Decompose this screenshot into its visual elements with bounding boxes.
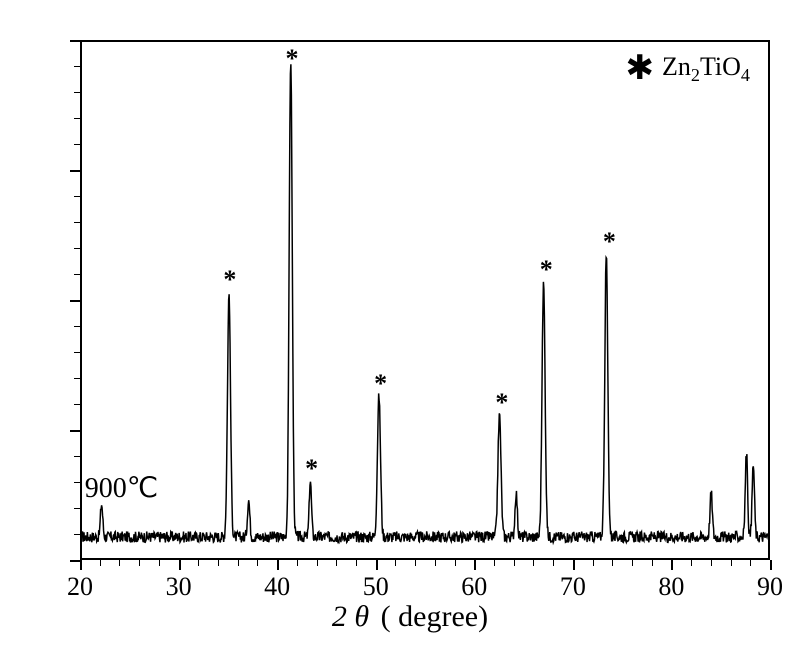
x-tick-minor	[159, 560, 160, 566]
y-tick-minor	[74, 66, 80, 67]
x-tick-minor	[297, 560, 298, 566]
x-tick-minor	[553, 560, 554, 566]
peak-marker-icon: *	[305, 454, 318, 484]
x-axis-ticks: 2030405060708090	[80, 560, 770, 600]
y-tick-minor	[74, 196, 80, 197]
x-tick-label: 40	[264, 572, 290, 602]
legend-marker-icon: ✱	[625, 52, 654, 86]
x-tick-minor	[238, 560, 239, 566]
x-tick-minor	[218, 560, 219, 566]
y-tick-major	[70, 560, 80, 562]
x-tick-minor	[356, 560, 357, 566]
x-tick-label: 60	[461, 572, 487, 602]
spectrum-line	[82, 42, 768, 558]
x-tick-major	[770, 560, 772, 570]
x-tick-label: 30	[166, 572, 192, 602]
x-tick-minor	[100, 560, 101, 566]
y-tick-minor	[74, 378, 80, 379]
x-tick-minor	[119, 560, 120, 566]
x-tick-major	[474, 560, 476, 570]
x-tick-minor	[612, 560, 613, 566]
x-tick-minor	[652, 560, 653, 566]
x-tick-major	[179, 560, 181, 570]
x-tick-label: 70	[560, 572, 586, 602]
x-tick-minor	[593, 560, 594, 566]
y-tick-major	[70, 430, 80, 432]
y-tick-minor	[74, 248, 80, 249]
y-tick-minor	[74, 456, 80, 457]
y-tick-minor	[74, 508, 80, 509]
x-tick-minor	[514, 560, 515, 566]
x-tick-minor	[415, 560, 416, 566]
peak-marker-icon: *	[285, 44, 298, 74]
y-tick-major	[70, 300, 80, 302]
x-tick-minor	[711, 560, 712, 566]
x-tick-minor	[435, 560, 436, 566]
x-axis-label-unit: ( degree)	[381, 600, 488, 633]
peak-marker-icon: *	[495, 388, 508, 418]
x-tick-minor	[257, 560, 258, 566]
y-tick-minor	[74, 534, 80, 535]
x-tick-major	[573, 560, 575, 570]
x-tick-major	[277, 560, 279, 570]
peak-marker-icon: *	[603, 227, 616, 257]
x-axis-label-theta: 2 θ	[332, 600, 369, 633]
x-tick-minor	[139, 560, 140, 566]
y-tick-minor	[74, 274, 80, 275]
x-axis-label: 2 θ ( degree)	[50, 600, 770, 634]
plot-area: ✱ Zn2TiO4 900℃ *******	[80, 40, 770, 560]
x-tick-label: 20	[67, 572, 93, 602]
xrd-chart: ✱ Zn2TiO4 900℃ ******* 2030405060708090 …	[50, 40, 770, 600]
y-tick-minor	[74, 404, 80, 405]
x-tick-minor	[494, 560, 495, 566]
y-tick-minor	[74, 482, 80, 483]
y-tick-minor	[74, 326, 80, 327]
x-tick-minor	[731, 560, 732, 566]
peak-marker-icon: *	[374, 369, 387, 399]
y-tick-minor	[74, 118, 80, 119]
x-tick-label: 80	[658, 572, 684, 602]
y-tick-major	[70, 170, 80, 172]
x-tick-minor	[691, 560, 692, 566]
x-tick-minor	[750, 560, 751, 566]
x-tick-minor	[317, 560, 318, 566]
x-tick-label: 50	[363, 572, 389, 602]
y-tick-minor	[74, 352, 80, 353]
x-tick-minor	[395, 560, 396, 566]
x-tick-minor	[533, 560, 534, 566]
x-tick-minor	[455, 560, 456, 566]
y-tick-minor	[74, 222, 80, 223]
peak-marker-icon: *	[223, 265, 236, 295]
legend-label: Zn2TiO4	[662, 52, 750, 86]
y-tick-minor	[74, 92, 80, 93]
x-tick-minor	[198, 560, 199, 566]
y-tick-minor	[74, 144, 80, 145]
x-tick-major	[80, 560, 82, 570]
x-tick-major	[671, 560, 673, 570]
peak-marker-icon: *	[540, 255, 553, 285]
x-tick-minor	[336, 560, 337, 566]
x-tick-minor	[632, 560, 633, 566]
legend: ✱ Zn2TiO4	[625, 52, 750, 86]
y-tick-major	[70, 40, 80, 42]
x-tick-major	[376, 560, 378, 570]
y-axis-ticks	[80, 40, 90, 560]
x-tick-label: 90	[757, 572, 783, 602]
